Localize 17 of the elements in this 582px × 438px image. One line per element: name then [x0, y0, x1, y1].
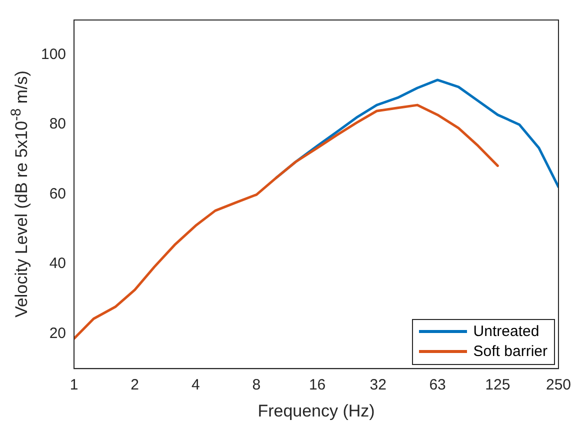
y-tick-label: 80 — [49, 116, 66, 133]
x-tick-label: 125 — [485, 376, 510, 394]
legend-label: Untreated — [473, 322, 540, 342]
x-tick-label: 32 — [370, 376, 386, 394]
x-tick-label: 1 — [70, 376, 78, 394]
x-axis-title: Frequency (Hz) — [258, 401, 375, 420]
x-tick-label: 4 — [191, 376, 200, 394]
y-tick-label: 100 — [40, 46, 66, 63]
legend-label: Soft barrier — [473, 342, 548, 362]
x-tick-label: 2 — [130, 376, 140, 394]
y-tick-label: 20 — [49, 324, 66, 342]
y-tick-label: 60 — [49, 185, 66, 202]
x-tick-label: 8 — [252, 376, 261, 394]
x-tick-label: 63 — [429, 376, 446, 394]
x-tick-label: 250 — [546, 376, 571, 394]
x-tick-label: 16 — [308, 376, 326, 394]
y-tick-label: 40 — [49, 255, 66, 272]
